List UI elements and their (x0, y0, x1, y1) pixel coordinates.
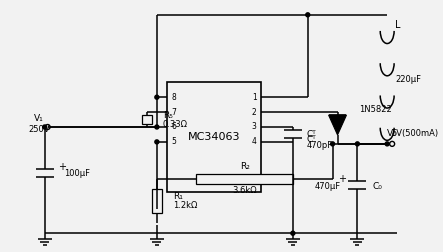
Circle shape (43, 125, 47, 129)
Circle shape (330, 142, 334, 146)
Text: 8: 8 (171, 93, 176, 102)
Text: R₂: R₂ (240, 162, 250, 171)
Text: +: + (58, 162, 66, 172)
Text: 0.33Ω: 0.33Ω (163, 120, 188, 129)
Circle shape (385, 142, 389, 146)
Bar (152, 189, 162, 213)
Text: 4: 4 (252, 137, 256, 146)
Text: +: + (338, 174, 346, 184)
Text: V₁: V₁ (34, 114, 43, 122)
Text: Cᵀ: Cᵀ (307, 131, 316, 139)
Polygon shape (329, 115, 346, 135)
Circle shape (155, 140, 159, 144)
Text: 5: 5 (171, 137, 176, 146)
Text: 1: 1 (252, 93, 256, 102)
Text: 100μF: 100μF (65, 169, 90, 178)
Circle shape (306, 13, 310, 17)
Text: Cᵀ: Cᵀ (307, 135, 316, 144)
Text: 5V(500mA): 5V(500mA) (392, 130, 439, 138)
Text: 1N5822: 1N5822 (359, 105, 392, 114)
Text: 1.2kΩ: 1.2kΩ (173, 201, 197, 210)
Text: L: L (395, 20, 400, 30)
Bar (196, 174, 293, 183)
Circle shape (355, 142, 359, 146)
Bar (142, 115, 152, 124)
Text: 250V: 250V (28, 125, 50, 135)
Text: 7: 7 (171, 108, 176, 117)
Text: MC34063: MC34063 (188, 132, 240, 142)
Text: V₀: V₀ (387, 130, 397, 138)
Text: C₀: C₀ (372, 182, 382, 191)
Text: 3: 3 (252, 122, 256, 132)
Circle shape (291, 231, 295, 235)
Text: 2: 2 (252, 108, 256, 117)
Bar (167, 82, 261, 192)
Text: 470μF: 470μF (315, 182, 341, 191)
Text: 3.6kΩ: 3.6kΩ (233, 186, 257, 195)
Circle shape (155, 95, 159, 99)
Text: 470pF: 470pF (307, 141, 333, 150)
Circle shape (155, 125, 159, 129)
Text: 6: 6 (171, 122, 176, 132)
Text: 220μF: 220μF (395, 75, 421, 84)
Text: R₁: R₁ (173, 193, 183, 202)
Text: R₅: R₅ (163, 111, 173, 120)
